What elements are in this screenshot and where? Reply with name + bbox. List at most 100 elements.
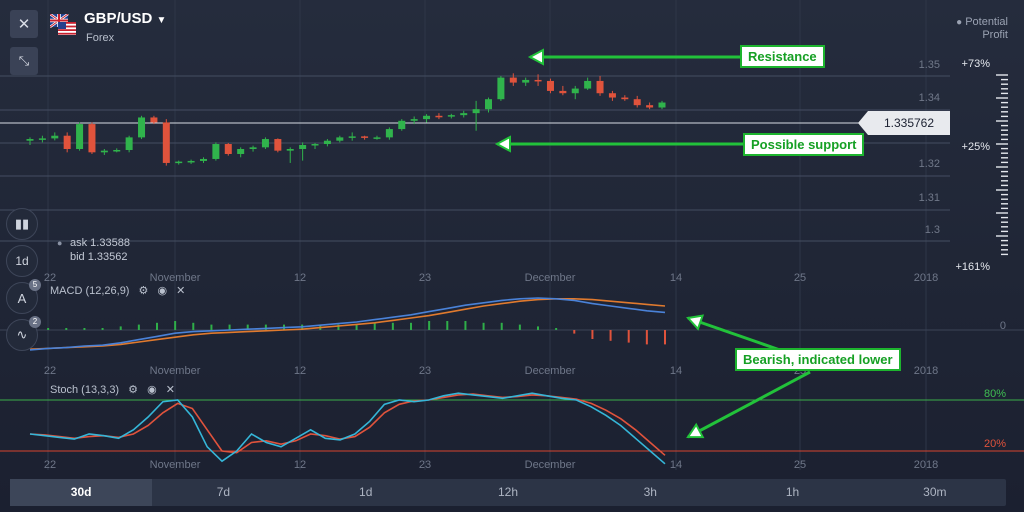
timeframe-option-1d[interactable]: 1d [359,485,373,499]
macd-histogram-bar [537,326,539,330]
candle [63,135,71,149]
time-axis-label: December [525,365,576,377]
macd-histogram-bar [156,322,158,330]
candle [497,77,505,100]
price-axis-label: 1.34 [919,92,940,104]
time-axis-label: November [150,365,201,377]
close-icon[interactable]: ✕ [176,285,186,297]
candle [286,149,294,151]
candle [237,149,245,154]
candle [658,102,666,108]
macd-histogram-bar [446,321,449,330]
stoch-arrow [687,370,811,439]
candle [162,122,170,163]
timeframe-button[interactable]: 1d [6,245,38,277]
time-axis-label: 23 [419,272,431,284]
stoch-indicator-label: Stoch (13,3,3) ⚙ ◉ ✕ [50,384,175,396]
macd-histogram-bar [373,322,376,330]
candle [187,160,195,163]
timeframe-option-7d[interactable]: 7d [216,485,231,499]
macd-histogram-bar [609,330,612,341]
chart-type-button[interactable]: ▮▮ [6,208,38,240]
stoch-upper-label: 80% [984,388,1006,400]
time-axis-label: 12 [294,459,306,471]
candle [212,144,220,159]
candle [472,109,480,114]
macd-histogram-bar [627,330,630,343]
close-icon: ✕ [17,16,31,33]
time-axis-label: 14 [670,272,682,284]
time-axis-label: November [150,272,201,284]
macd-histogram-bar [555,328,558,330]
candle [175,161,183,164]
macd-arrow [687,316,781,352]
close-button[interactable]: ✕ [10,10,38,38]
eye-icon[interactable]: ◉ [147,384,157,396]
macd-histogram-bar [664,330,666,345]
info-icon: ● [57,238,63,248]
macd-histogram-bar [210,324,213,330]
time-axis-label: 2018 [914,365,938,377]
profit-level-mid: +25% [962,141,991,153]
candle [373,137,381,139]
candle [274,139,282,151]
time-axis-label: 12 [294,365,306,377]
drawing-tools-button[interactable]: ∿ 2 [6,316,41,351]
resistance-annotation: Resistance [740,45,825,68]
candle [261,139,269,148]
timeframe-bar: 30d 7d 1d 12h 3h 1h 30m [10,479,1006,506]
candle [435,115,443,118]
timeframe-option-30d[interactable]: 30d [10,479,153,506]
candle [113,149,121,152]
price-axis-label: 1.32 [919,158,940,170]
asset-selector[interactable]: GBP/USD ▼ [84,10,166,27]
bid-price: bid 1.33562 [70,251,128,263]
time-axis-label: 25 [794,459,806,471]
timeframe-option-1h[interactable]: 1h [785,485,800,499]
gear-icon[interactable]: ⚙ [138,285,149,297]
time-axis-label: December [525,459,576,471]
bearish-annotation: Bearish, indicated lower [735,348,901,371]
macd-histogram-bar [83,328,86,330]
time-axis-label: 25 [794,272,806,284]
candle [26,139,34,141]
macd-histogram-bar [355,324,358,330]
candle [646,105,654,108]
indicator-count-badge: 5 [29,279,41,291]
candle [608,93,616,98]
timeframe-option-30m[interactable]: 30m [923,485,947,499]
candle [460,113,468,116]
timeframe-option-3h[interactable]: 3h [643,485,657,499]
eye-icon[interactable]: ◉ [157,285,168,297]
macd-histogram-bar [137,324,140,330]
candle [100,150,108,153]
candle [633,99,641,106]
timeframe-option-12h[interactable]: 12h [497,485,518,499]
candle-chart-icon: ▮▮ [14,216,30,231]
potential-profit-label: ● Potential Profit [956,16,1008,41]
macd-histogram-bar [500,322,503,330]
macd-histogram-bar [518,324,521,330]
macd-histogram-bar [228,324,231,330]
profit-level-high: +73% [962,58,991,70]
close-icon[interactable]: ✕ [165,384,175,396]
gear-icon[interactable]: ⚙ [128,384,139,396]
stoch-k-line [29,392,666,465]
collapse-icon: ⤡ [18,53,30,68]
candle [51,135,59,139]
support-annotation: Possible support [743,133,865,156]
macd-arrow-head [686,314,705,331]
candle [398,120,406,130]
candle [546,80,554,91]
macd-line [29,297,666,351]
indicator-icon: A [17,290,27,306]
candle [559,90,567,94]
time-axis-label: 23 [419,459,431,471]
macd-histogram-bar [264,324,267,330]
time-axis-label: 22 [44,272,56,284]
macd-histogram-bar [391,322,394,330]
collapse-button[interactable]: ⤡ [10,47,38,75]
